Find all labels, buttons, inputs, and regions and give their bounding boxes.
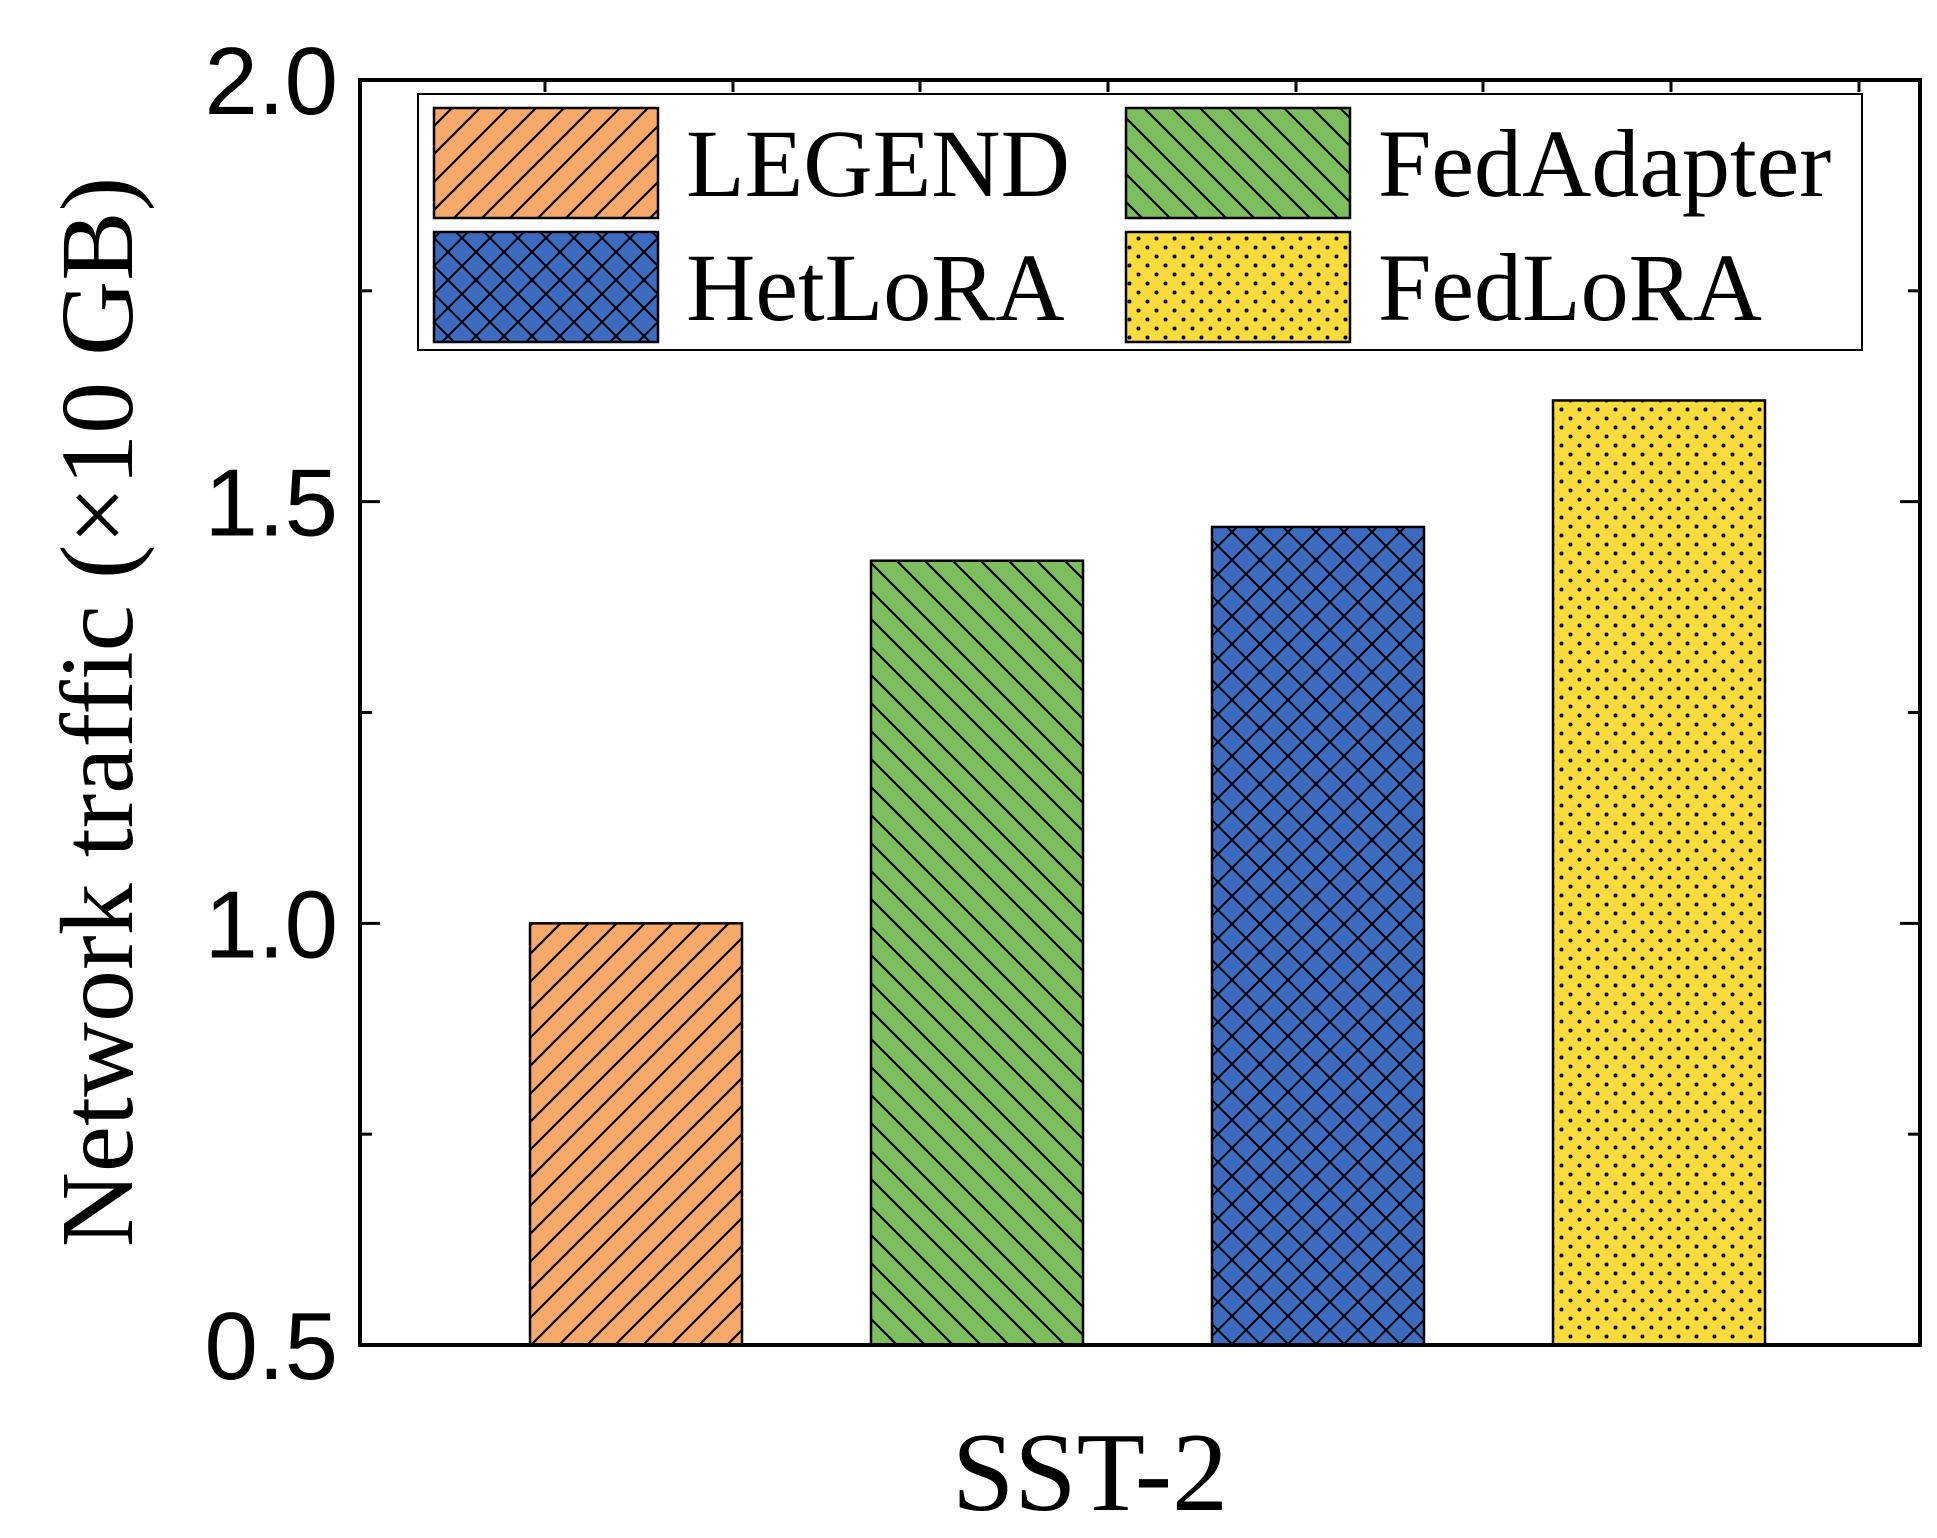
y-tick-label: 0.5 bbox=[205, 1293, 338, 1400]
bar-outline-hetlora bbox=[1210, 525, 1426, 1347]
y-tick-label: 1.0 bbox=[205, 871, 338, 978]
legend-swatch-outline-legend bbox=[432, 106, 660, 220]
legend-label-legend: LEGEND bbox=[686, 110, 1070, 217]
legend-swatch-outline-fedadapter bbox=[1124, 106, 1352, 220]
legend-label-fedlora: FedLoRA bbox=[1378, 234, 1762, 341]
legend-label-fedadapter: FedAdapter bbox=[1378, 110, 1831, 217]
plot-frame bbox=[358, 78, 1922, 1347]
legend-swatch-outline-hetlora bbox=[432, 230, 660, 344]
y-tick-label: 2.0 bbox=[205, 28, 338, 135]
y-tick-label: 1.5 bbox=[205, 450, 338, 557]
y-tick-labels: 0.5 1.0 1.5 2.0 bbox=[205, 28, 338, 1400]
legend-swatch-outline-fedlora bbox=[1124, 230, 1352, 344]
x-category-label: SST-2 bbox=[952, 1411, 1228, 1535]
bar-outline-fedadapter bbox=[869, 559, 1085, 1347]
bar-outline-legend bbox=[528, 922, 744, 1347]
bar-outline-fedlora bbox=[1551, 399, 1767, 1347]
legend: LEGEND FedAdapter HetLoRA FedLoRA bbox=[417, 93, 1863, 351]
bars-group bbox=[528, 399, 1767, 1347]
y-axis-title: Network traffic (×10 GB) bbox=[40, 177, 155, 1247]
legend-label-hetlora: HetLoRA bbox=[686, 234, 1065, 341]
